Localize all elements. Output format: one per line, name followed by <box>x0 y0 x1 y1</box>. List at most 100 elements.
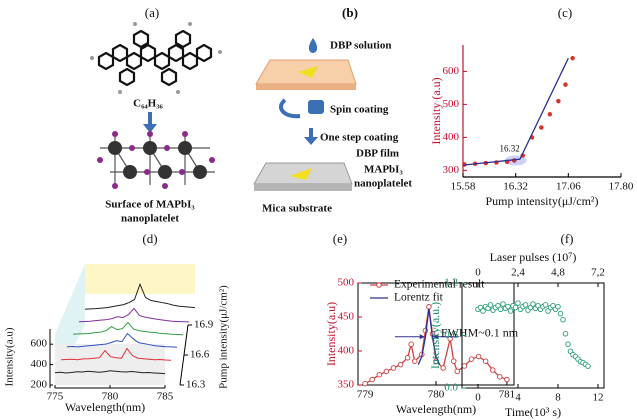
data-point <box>498 375 503 380</box>
data-point <box>548 113 552 117</box>
layer-label: Mica substrate <box>262 203 332 215</box>
legend-label: Experimental result <box>394 279 485 291</box>
x-tick-label: 16.32 <box>503 181 528 193</box>
y-tick-label: 600 <box>31 338 48 350</box>
y-tick-label: 300 <box>443 164 460 176</box>
y-tick-label: 450 <box>338 311 355 323</box>
data-point <box>564 83 568 87</box>
step-label: DBP solution <box>330 40 391 52</box>
lattice-drawing <box>97 131 215 189</box>
data-point <box>370 377 375 382</box>
x-tick-label: 17.06 <box>556 181 581 193</box>
data-point <box>462 364 467 369</box>
panel-b: (b) DBP solution Spin coating One step c… <box>254 5 412 215</box>
y-tick-label: 0.6 <box>444 329 458 341</box>
x2-tick-label: 7,2 <box>591 267 605 279</box>
spin-icon <box>308 100 324 114</box>
step-label: One step coating <box>320 132 399 144</box>
x-axis-title: Wavelength(nm) <box>65 400 145 414</box>
panel-a: (a) C₆₄H₃₆ Surface of MAPbI₃ nanoplatele… <box>90 5 222 225</box>
panel-label: (c) <box>558 5 572 20</box>
data-point <box>508 309 513 314</box>
x2-axis-title: Laser pulses (10⁷) <box>490 250 577 264</box>
x2-tick-label: 2,4 <box>511 267 525 279</box>
data-point <box>483 359 488 364</box>
data-point <box>556 304 561 309</box>
y-tick-label: 1.2 <box>444 277 458 289</box>
data-point <box>561 317 566 322</box>
panel-label: (e) <box>333 231 347 246</box>
data-point <box>539 126 543 130</box>
molecule-drawing <box>90 22 222 94</box>
y-tick-label: 400 <box>443 131 460 143</box>
data-point <box>476 354 481 359</box>
spin-arrow <box>281 100 300 116</box>
x-axis-title: Pump intensity(μJ/cm²) <box>485 194 598 208</box>
data-point <box>558 311 563 316</box>
x-tick-label: 785 <box>157 391 174 403</box>
substrate-edge <box>254 184 352 191</box>
data-point <box>563 331 568 336</box>
x2-tick-label: 4,8 <box>551 267 565 279</box>
data-point <box>571 56 575 60</box>
data-point <box>557 99 561 103</box>
y-tick-label: 400 <box>338 345 355 357</box>
x-tick-label: 4 <box>515 392 521 404</box>
data-point <box>481 309 486 314</box>
x-tick-label: 781 <box>499 389 516 401</box>
step-label: Spin coating <box>330 104 389 116</box>
x-tick-label: 12 <box>593 392 604 404</box>
x-axis-title: Wavelength(nm) <box>396 402 476 416</box>
plate-edge <box>256 84 356 90</box>
x-tick-label: 17.80 <box>609 181 634 193</box>
x-tick-label: 15.58 <box>451 181 476 193</box>
y-tick-label: 500 <box>443 98 460 110</box>
data-point <box>523 303 528 308</box>
data-point <box>531 302 536 307</box>
arrow <box>143 112 157 133</box>
data-point <box>398 362 403 367</box>
back-plane <box>85 264 195 294</box>
y-axis-title: Intensity(a.u.) <box>428 302 442 369</box>
z-axis-title: Pump intensity(μJ/cm²) <box>218 285 230 389</box>
legend-marker <box>377 283 382 288</box>
data-point <box>586 364 591 369</box>
molecule-formula: C₆₄H₃₆ <box>133 98 163 110</box>
data-point <box>377 373 382 378</box>
annotation: 16.32 <box>500 144 520 154</box>
y-tick-label: 600 <box>443 65 460 77</box>
data-point <box>490 368 495 373</box>
layer-label: MAPbI₃ <box>364 164 403 176</box>
x-tick-label: 780 <box>428 389 445 401</box>
data-point <box>566 342 571 347</box>
spectrum-line <box>79 308 189 321</box>
data-point <box>501 302 506 307</box>
front-plane <box>55 344 165 385</box>
caption-line: Surface of MAPbI₃ <box>105 199 195 211</box>
y-axis-title: Intensity (a.u) <box>429 77 443 144</box>
data-point <box>451 359 456 364</box>
data-point <box>363 381 368 386</box>
data-point <box>513 305 518 310</box>
data-point <box>505 377 510 382</box>
data-point <box>412 359 417 364</box>
y-tick-label: 350 <box>338 379 355 391</box>
data-point <box>543 303 548 308</box>
x-tick-label: 8 <box>555 392 561 404</box>
data-point <box>455 369 460 374</box>
data-point <box>384 369 389 374</box>
panel-label: (f) <box>561 231 574 246</box>
data-point <box>488 303 493 308</box>
y-tick-label: 500 <box>338 277 355 289</box>
data-point <box>405 356 410 361</box>
data-point <box>469 357 474 362</box>
figure: (a) C₆₄H₃₆ Surface of MAPbI₃ nanoplatele… <box>0 0 637 420</box>
data-point <box>506 304 511 309</box>
drop-icon <box>309 38 317 53</box>
panel-label: (b) <box>342 5 358 20</box>
z-tick-label: 16.9 <box>194 319 214 331</box>
y-axis-title: Intensity(a.u) <box>324 302 338 366</box>
layer-label: DBP film <box>356 148 399 160</box>
panel-label: (a) <box>145 5 159 20</box>
data-point <box>391 366 396 371</box>
